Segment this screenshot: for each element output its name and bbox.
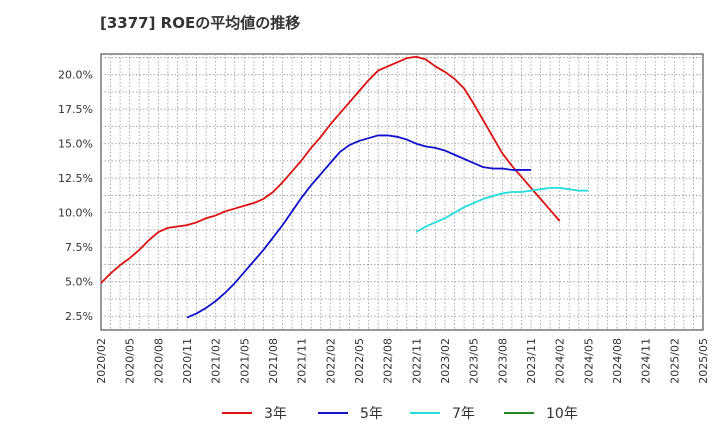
x-tick-label: 2025/02 [668, 338, 681, 384]
y-tick-label: 10.0% [58, 207, 93, 220]
x-tick-label: 2023/11 [525, 338, 538, 384]
x-tick-label: 2021/11 [296, 338, 309, 384]
plot-area [100, 53, 704, 331]
series-line-1 [100, 55, 561, 284]
legend: 3年 5年 7年 10年 [222, 406, 578, 422]
chart-title: [3377] ROEの平均値の推移 [100, 14, 301, 32]
y-tick-label: 15.0% [58, 138, 93, 151]
y-tick-label: 5.0% [65, 276, 93, 289]
x-tick-label: 2023/08 [496, 338, 509, 384]
x-tick-label: 2024/02 [554, 338, 567, 384]
x-tick-label: 2024/08 [611, 338, 624, 384]
grid-lines [101, 54, 703, 330]
x-tick-label: 2022/02 [324, 338, 337, 384]
legend-label: 10年 [546, 406, 578, 422]
x-tick-label: 2023/02 [439, 338, 452, 384]
x-tick-label: 2020/08 [152, 338, 165, 384]
x-axis: 2020/02 2020/05 2020/08 2020/11 2021/02 2021/… [95, 338, 710, 384]
y-tick-label: 7.5% [65, 241, 93, 254]
series-lines [100, 55, 589, 319]
legend-label: 7年 [452, 406, 475, 422]
y-tick-label: 17.5% [58, 103, 93, 116]
x-tick-label: 2023/05 [468, 338, 481, 384]
x-tick-label: 2024/11 [640, 338, 653, 384]
series-line-2 [186, 134, 531, 319]
x-tick-label: 2020/05 [124, 338, 137, 384]
x-tick-label: 2021/05 [238, 338, 251, 384]
y-tick-label: 2.5% [65, 310, 93, 323]
x-tick-label: 2020/02 [95, 338, 108, 384]
legend-label: 5年 [360, 406, 383, 422]
x-tick-label: 2022/08 [382, 338, 395, 384]
y-tick-label: 20.0% [58, 69, 93, 82]
x-tick-label: 2021/02 [210, 338, 223, 384]
x-tick-label: 2022/05 [353, 338, 366, 384]
series-line-3 [415, 186, 589, 233]
y-tick-label: 12.5% [58, 172, 93, 185]
x-tick-label: 2020/11 [181, 338, 194, 384]
x-tick-label: 2024/05 [582, 338, 595, 384]
x-tick-label: 2022/11 [410, 338, 423, 384]
x-tick-label: 2025/05 [697, 338, 710, 384]
y-axis: 2.5% 5.0% 7.5% 10.0% 12.5% 15.0% 17.5% 20.0% [58, 69, 93, 324]
x-tick-label: 2021/08 [267, 338, 280, 384]
legend-label: 3年 [264, 406, 287, 422]
